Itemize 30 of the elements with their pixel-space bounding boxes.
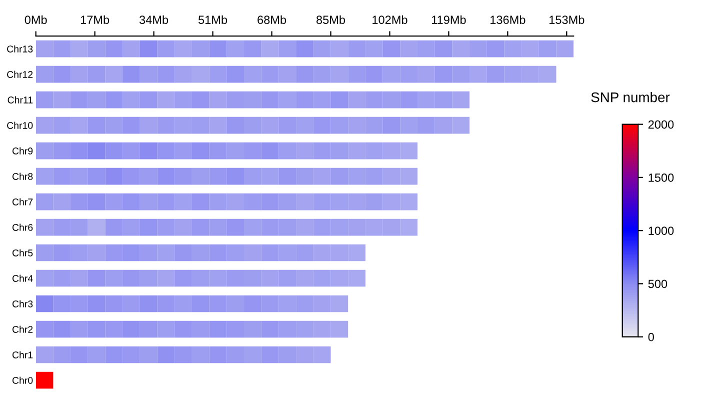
color-bar-title: SNP number (591, 92, 670, 102)
color-bar-label: 1500 (648, 173, 674, 182)
y-tick-label: Chr13 (7, 45, 33, 52)
x-tick-label: 68Mb (258, 15, 286, 24)
y-tick-label: Chr6 (12, 224, 33, 231)
x-tick-label: 34Mb (139, 15, 168, 24)
y-tick-label: Chr0 (12, 376, 33, 384)
y-tick-label: Chr2 (12, 326, 33, 333)
x-tick-label: 17Mb (80, 15, 110, 24)
y-tick-label: Chr12 (7, 70, 33, 78)
y-tick-label: Chr9 (12, 147, 33, 154)
x-tick-label: 85Mb (316, 15, 346, 24)
y-tick-label: Chr5 (12, 249, 33, 256)
y-tick-label: Chr1 (12, 351, 33, 358)
x-tick-label: 102Mb (372, 15, 408, 24)
y-tick-label: Chr7 (12, 198, 33, 206)
y-tick-label: Chr4 (12, 274, 33, 282)
x-tick-label: 119Mb (432, 15, 466, 24)
x-tick-label: 51Mb (198, 15, 228, 24)
y-tick-label: Chr11 (8, 96, 33, 104)
color-bar-label: 2000 (648, 120, 674, 129)
x-tick-label: 0Mb (24, 15, 47, 24)
color-bar-label: 500 (648, 280, 668, 288)
x-tick-label: 136Mb (490, 15, 526, 24)
color-bar-label: 0 (648, 332, 654, 342)
color-bar-label: 1000 (648, 226, 674, 235)
x-tick-label: 153Mb (550, 15, 584, 24)
y-tick-label: Chr10 (7, 122, 33, 129)
y-tick-label: Chr3 (12, 300, 33, 308)
y-tick-label: Chr8 (12, 172, 33, 180)
